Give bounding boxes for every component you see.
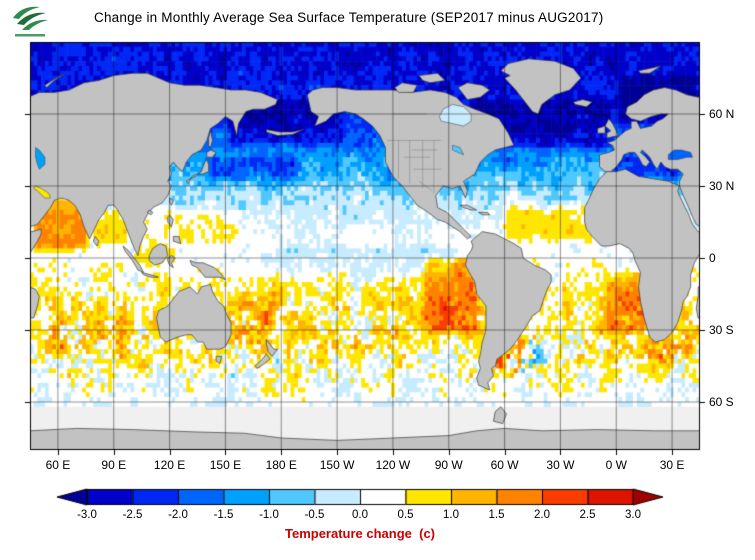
colorbar-caption: Temperature change (c) <box>284 526 436 541</box>
